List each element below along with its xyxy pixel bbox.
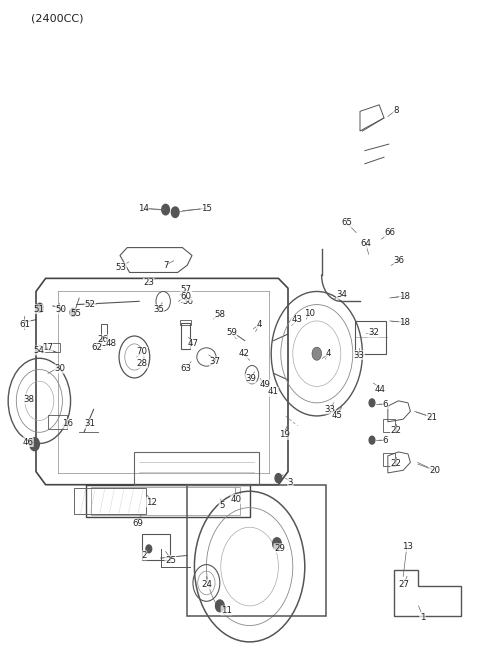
Text: 27: 27 — [399, 580, 409, 589]
Circle shape — [273, 538, 281, 550]
Circle shape — [36, 303, 43, 312]
Text: 51: 51 — [34, 305, 45, 314]
Text: 18: 18 — [399, 318, 410, 327]
Circle shape — [275, 474, 282, 483]
Text: 25: 25 — [165, 555, 176, 565]
Bar — [383, 419, 395, 432]
Text: 2: 2 — [141, 551, 147, 560]
Bar — [101, 324, 107, 345]
Text: 49: 49 — [260, 380, 270, 389]
Text: 14: 14 — [138, 204, 148, 213]
Bar — [91, 487, 240, 515]
Bar — [180, 320, 191, 325]
Text: 62: 62 — [92, 343, 102, 352]
Text: 20: 20 — [429, 466, 440, 475]
Text: 52: 52 — [85, 300, 96, 309]
Bar — [142, 534, 170, 560]
Text: 10: 10 — [304, 309, 315, 318]
Text: 33: 33 — [325, 405, 336, 414]
Text: 22: 22 — [391, 459, 401, 468]
Text: 19: 19 — [279, 430, 289, 440]
Text: 50: 50 — [56, 305, 66, 314]
Text: 66: 66 — [384, 228, 395, 237]
Circle shape — [171, 207, 179, 217]
Text: 70: 70 — [137, 347, 147, 356]
Text: 42: 42 — [239, 349, 249, 358]
Text: 31: 31 — [85, 419, 96, 428]
Text: 57: 57 — [181, 285, 192, 294]
Text: 6: 6 — [383, 436, 388, 445]
Bar — [74, 488, 146, 514]
Text: 44: 44 — [375, 385, 385, 394]
Text: 22: 22 — [391, 426, 401, 436]
Text: 60: 60 — [181, 291, 192, 301]
Text: 41: 41 — [267, 387, 278, 396]
Text: 26: 26 — [98, 335, 108, 344]
Text: 59: 59 — [226, 328, 237, 337]
Text: 64: 64 — [360, 239, 371, 248]
Circle shape — [70, 309, 76, 316]
Text: (2400CC): (2400CC) — [31, 13, 84, 24]
Text: 38: 38 — [24, 395, 34, 404]
Text: 13: 13 — [402, 542, 412, 552]
Circle shape — [369, 399, 375, 407]
Bar — [43, 343, 60, 352]
Text: 35: 35 — [153, 305, 164, 314]
Text: 17: 17 — [42, 343, 52, 352]
Text: 63: 63 — [181, 364, 192, 373]
Text: 7: 7 — [163, 261, 168, 270]
Text: 23: 23 — [144, 278, 154, 288]
Text: 30: 30 — [55, 364, 65, 373]
Circle shape — [369, 436, 375, 444]
Text: 53: 53 — [116, 263, 126, 272]
Text: 4: 4 — [256, 320, 262, 329]
Text: 40: 40 — [231, 495, 241, 504]
Text: 3: 3 — [288, 478, 293, 487]
Text: 1: 1 — [420, 612, 425, 622]
Text: 65: 65 — [341, 218, 352, 227]
Circle shape — [146, 545, 152, 553]
Text: 16: 16 — [62, 419, 72, 428]
Text: 18: 18 — [399, 291, 410, 301]
Text: 46: 46 — [23, 438, 33, 447]
Circle shape — [216, 600, 224, 612]
Text: 69: 69 — [132, 519, 143, 529]
Circle shape — [30, 438, 39, 451]
Bar — [355, 321, 386, 354]
Text: 39: 39 — [245, 374, 256, 383]
Text: 8: 8 — [393, 105, 399, 115]
Text: 4: 4 — [326, 349, 332, 358]
Text: 6: 6 — [383, 400, 388, 409]
Text: 5: 5 — [219, 501, 225, 510]
Text: 45: 45 — [332, 411, 342, 421]
Text: 24: 24 — [201, 580, 212, 589]
Text: 43: 43 — [291, 315, 302, 324]
Text: 61: 61 — [20, 320, 30, 329]
Text: 56: 56 — [183, 297, 193, 306]
Circle shape — [162, 204, 169, 215]
Bar — [383, 453, 395, 466]
Text: 55: 55 — [71, 309, 81, 318]
Text: 33: 33 — [354, 350, 364, 360]
Text: 47: 47 — [188, 339, 198, 348]
Text: 54: 54 — [34, 346, 45, 355]
Circle shape — [312, 347, 322, 360]
Text: 34: 34 — [336, 290, 347, 299]
Text: 36: 36 — [394, 256, 405, 265]
Bar — [48, 415, 67, 429]
Text: 58: 58 — [215, 310, 225, 319]
Text: 11: 11 — [221, 606, 232, 615]
Bar — [181, 323, 190, 349]
Text: 37: 37 — [210, 357, 220, 366]
Text: 48: 48 — [106, 339, 117, 348]
Text: 28: 28 — [137, 359, 147, 368]
Text: 29: 29 — [274, 544, 285, 553]
Text: 21: 21 — [427, 413, 437, 422]
Text: 15: 15 — [201, 204, 212, 213]
Text: 32: 32 — [368, 328, 379, 337]
Text: 12: 12 — [146, 498, 156, 507]
